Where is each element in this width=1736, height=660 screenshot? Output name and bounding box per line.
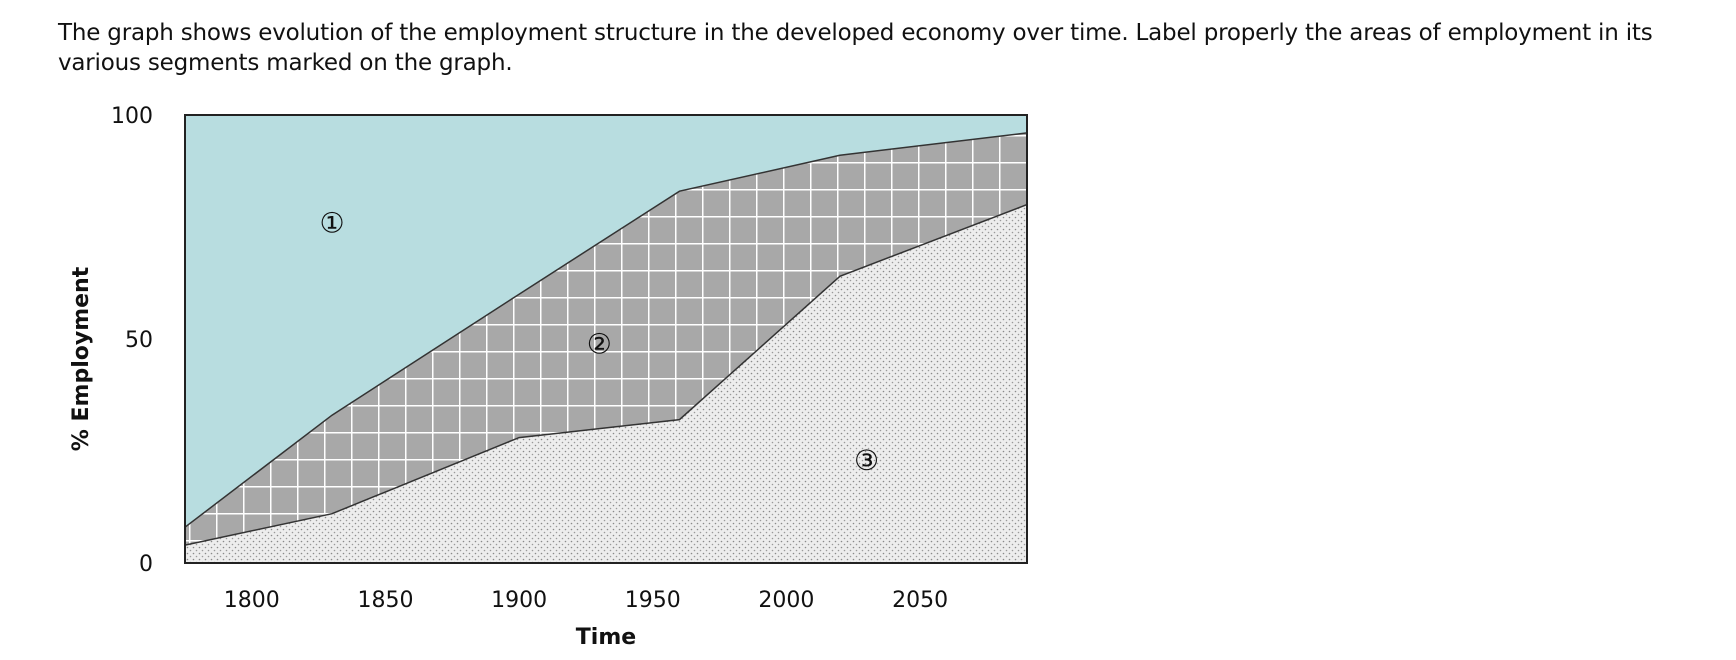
question-text: The graph shows evolution of the employm… <box>58 20 1653 76</box>
region-1-area <box>185 115 1027 528</box>
y-tick-label: 100 <box>111 104 153 129</box>
x-tick-label: 1950 <box>625 588 681 613</box>
x-tick-label: 2050 <box>892 588 948 613</box>
x-tick-label: 2000 <box>758 588 814 613</box>
region-2-label: ② <box>587 328 612 361</box>
region-labels-layer: ① ② ③ <box>319 207 879 478</box>
y-tick-label: 50 <box>125 328 153 353</box>
plot-frame <box>184 114 1028 564</box>
x-tick-label: 1850 <box>358 588 414 613</box>
x-tick-label: 1900 <box>491 588 547 613</box>
region-3-area <box>185 204 1027 563</box>
region-1-label: ① <box>319 207 344 240</box>
lower-boundary-line <box>184 203 1028 546</box>
y-axis-title: % Employment <box>69 266 94 451</box>
boundary-lines-layer <box>184 132 1028 546</box>
region-3-label: ③ <box>854 444 879 477</box>
regions-layer <box>185 115 1027 563</box>
region-2-area <box>185 132 1027 546</box>
x-tick-label: 1800 <box>224 588 280 613</box>
ticks-layer: 1800 1850 1900 1950 2000 2050 0 50 100 <box>111 104 948 613</box>
upper-boundary-line <box>184 132 1028 528</box>
y-tick-label: 0 <box>139 552 153 577</box>
x-axis-title: Time <box>576 625 636 650</box>
